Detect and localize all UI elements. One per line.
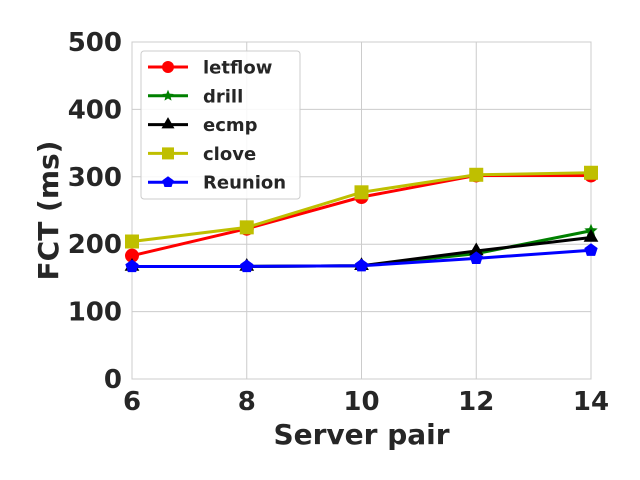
- legend-label: letflow: [203, 58, 272, 79]
- data-point: [162, 89, 174, 101]
- legend-item: drill: [148, 86, 243, 107]
- legend-item: ecmp: [148, 115, 258, 136]
- y-tick-label: 500: [68, 28, 122, 58]
- series-reunion: [125, 243, 598, 273]
- legend-label: drill: [203, 86, 243, 107]
- data-point: [161, 117, 175, 129]
- data-point: [584, 243, 598, 256]
- data-point: [162, 147, 174, 160]
- legend-label: Reunion: [203, 173, 286, 194]
- data-point: [468, 242, 484, 256]
- data-point: [125, 248, 139, 263]
- x-tick-label: 8: [238, 387, 256, 417]
- legend-item: Reunion: [148, 173, 286, 194]
- data-point: [162, 176, 174, 188]
- series-clove: [125, 165, 598, 249]
- data-point: [354, 185, 369, 200]
- data-point: [584, 165, 598, 180]
- x-tick-label: 6: [123, 387, 141, 417]
- x-tick-label: 10: [343, 387, 379, 417]
- y-tick-label: 100: [68, 298, 122, 328]
- y-tick-label: 300: [68, 163, 122, 193]
- plot-area: [131, 41, 592, 380]
- data-point: [469, 251, 483, 265]
- series-layer: [124, 165, 599, 273]
- x-axis-ticks: 6 8 10 12 14: [123, 387, 609, 417]
- legend: letflow drill ecmp clove Reunion: [140, 50, 301, 200]
- data-point: [239, 220, 254, 235]
- data-point: [162, 61, 174, 73]
- y-tick-label: 200: [68, 230, 122, 260]
- x-axis-label: Server pair: [273, 418, 449, 451]
- x-tick-label: 14: [573, 387, 609, 417]
- y-axis-label: FCT (ms): [32, 141, 65, 281]
- y-tick-label: 400: [68, 95, 122, 125]
- data-point: [125, 234, 139, 249]
- y-axis-ticks: 0 100 200 300 400 500: [68, 28, 122, 395]
- legend-item: letflow: [148, 58, 272, 79]
- legend-box: [140, 50, 301, 200]
- legend-label: clove: [203, 144, 256, 165]
- legend-item: clove: [148, 144, 256, 165]
- y-tick-label: 0: [104, 365, 122, 395]
- x-tick-label: 12: [458, 387, 494, 417]
- data-point: [469, 167, 484, 182]
- data-point: [240, 259, 254, 273]
- data-point: [354, 258, 369, 272]
- legend-label: ecmp: [203, 115, 258, 136]
- data-point: [125, 259, 139, 273]
- data-point: [583, 228, 599, 242]
